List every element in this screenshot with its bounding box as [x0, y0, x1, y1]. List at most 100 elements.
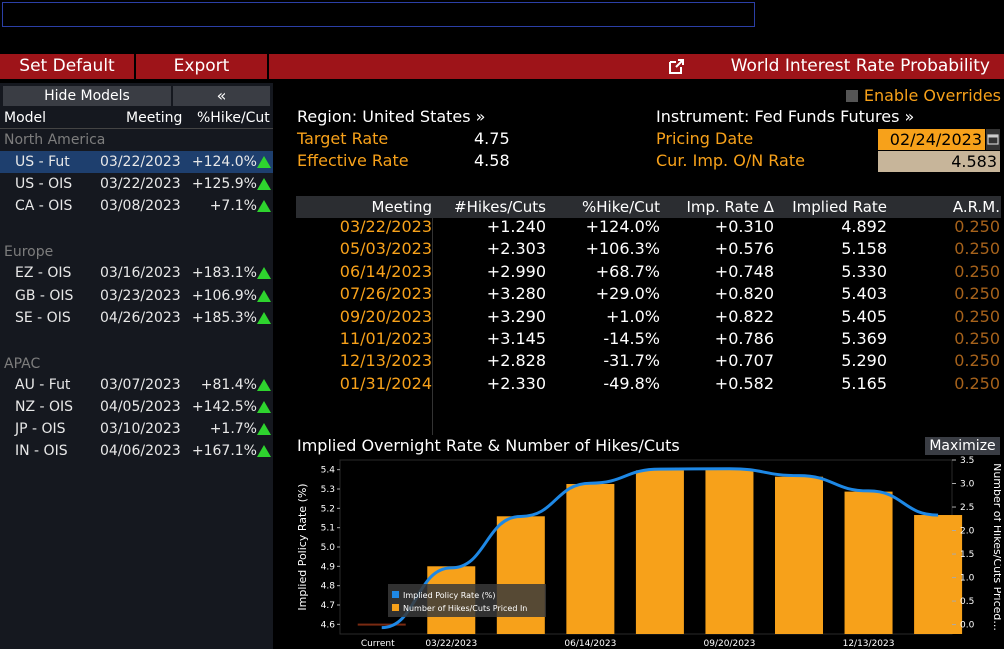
cell-imp-rate-delta: +0.786 [714, 329, 774, 348]
th-imp-rate-delta[interactable]: Imp. Rate Δ [686, 198, 774, 216]
legend-swatch-bar [392, 604, 399, 611]
cell-imp-rate-delta: +0.310 [714, 217, 774, 236]
y-tick-label: 4.8 [321, 582, 336, 592]
model-row-se-ois[interactable]: SE - OIS 04/26/2023 +185.3% [0, 307, 273, 329]
cell-meeting: 01/31/2024 [339, 373, 432, 393]
bar-hikes [566, 483, 615, 634]
y2-axis-title: Number of Hikes/Cuts Priced... [991, 463, 1001, 631]
target-rate-value: 4.75 [474, 129, 510, 148]
collapse-panel-button[interactable]: « [173, 86, 270, 106]
up-arrow-icon [257, 401, 271, 413]
up-arrow-icon [257, 200, 271, 212]
cell-hikes-cuts: +1.240 [486, 217, 546, 236]
cell-implied-rate: 5.158 [841, 239, 887, 259]
cell-pct-hike-cut: +106.3% [585, 239, 660, 259]
cell-imp-rate-delta: +0.748 [714, 261, 774, 281]
up-arrow-icon [257, 379, 271, 391]
command-line-input[interactable] [2, 2, 755, 27]
model-row-jp-ois[interactable]: JP - OIS 03/10/2023 +1.7% [0, 418, 273, 440]
y2-tick-label: 0.5 [960, 597, 974, 607]
cell-hikes-cuts: +2.990 [486, 261, 546, 281]
y2-tick-label: 3.5 [960, 456, 974, 466]
cell-pct-hike-cut: -14.5% [603, 329, 660, 348]
cell-imp-rate-delta: +0.707 [714, 351, 774, 371]
cell-arm: 0.250 [954, 239, 1000, 259]
y2-tick-label: 3.0 [960, 480, 975, 490]
model-row-us-ois[interactable]: US - OIS 03/22/2023 +125.9% [0, 173, 273, 195]
x-tick-label: 03/22/2023 [425, 639, 477, 649]
th-arm[interactable]: A.R.M. [952, 198, 1000, 216]
cell-meeting: 12/13/2023 [339, 351, 432, 371]
enable-overrides-checkbox[interactable]: Enable Overrides [845, 86, 1001, 106]
up-arrow-icon [257, 290, 271, 302]
cell-hikes-cuts: +3.290 [486, 306, 546, 326]
y-tick-label: 4.6 [321, 620, 336, 630]
cell-arm: 0.250 [954, 284, 1000, 304]
cell-hikes-cuts: +2.303 [486, 239, 546, 259]
up-arrow-icon [257, 423, 271, 435]
cell-implied-rate: 5.369 [841, 329, 887, 348]
group-label-north-america: North America [4, 132, 106, 148]
up-arrow-icon [257, 156, 271, 168]
checkbox-icon[interactable] [845, 90, 858, 102]
x-tick-label: 06/14/2023 [564, 639, 616, 649]
cell-meeting: 03/22/2023 [339, 217, 432, 236]
bar-hikes [705, 469, 754, 634]
col-header-meeting[interactable]: Meeting [126, 110, 183, 126]
cell-hikes-cuts: +2.828 [486, 351, 546, 371]
cell-meeting: 06/14/2023 [339, 261, 432, 281]
bar-hikes [914, 515, 963, 634]
th-implied-rate[interactable]: Implied Rate [792, 198, 887, 216]
cell-imp-rate-delta: +0.822 [714, 306, 774, 326]
set-default-button[interactable]: Set Default [19, 56, 115, 76]
model-row-us-fut[interactable]: US - Fut 03/22/2023 +124.0% [0, 151, 273, 173]
model-row-au-fut[interactable]: AU - Fut 03/07/2023 +81.4% [0, 374, 273, 396]
y2-tick-label: 1.5 [960, 550, 974, 560]
legend-swatch-line [392, 591, 399, 598]
cell-arm: 0.250 [954, 329, 1000, 348]
up-arrow-icon [257, 267, 271, 279]
legend-box [388, 584, 546, 617]
th-meeting[interactable]: Meeting [371, 198, 432, 216]
maximize-button[interactable]: Maximize [925, 437, 1000, 455]
pricing-date-input[interactable]: 02/24/2023 [878, 129, 985, 150]
bar-hikes [775, 476, 823, 634]
line-implied-rate [381, 467, 939, 630]
model-row-gb-ois[interactable]: GB - OIS 03/23/2023 +106.9% [0, 285, 273, 307]
instrument-selector[interactable]: Instrument: Fed Funds Futures » [656, 107, 915, 126]
model-row-in-ois[interactable]: IN - OIS 04/06/2023 +167.1% [0, 440, 273, 462]
y2-tick-label: 0.0 [960, 621, 975, 631]
cell-arm: 0.250 [954, 351, 1000, 371]
window-title: World Interest Rate Probability [730, 56, 990, 76]
y-tick-label: 5.2 [321, 504, 335, 514]
cell-implied-rate: 5.290 [841, 351, 887, 371]
cell-implied-rate: 5.403 [841, 284, 887, 304]
calendar-icon[interactable] [986, 129, 1000, 150]
cell-hikes-cuts: +3.145 [486, 329, 546, 348]
region-selector[interactable]: Region: United States » [297, 107, 486, 126]
model-row-ez-ois[interactable]: EZ - OIS 03/16/2023 +183.1% [0, 262, 273, 284]
cur-imp-rate-field[interactable]: 4.583 [878, 151, 1000, 172]
cell-imp-rate-delta: +0.820 [714, 284, 774, 304]
y-tick-label: 4.9 [321, 562, 336, 572]
x-tick-label: Current [361, 639, 395, 649]
th-hikes-cuts[interactable]: #Hikes/Cuts [454, 198, 546, 216]
y-tick-label: 5.1 [321, 524, 335, 534]
export-button[interactable]: Export [173, 56, 230, 76]
table-header [296, 196, 1001, 218]
cell-imp-rate-delta: +0.576 [714, 239, 774, 259]
y2-tick-label: 2.5 [960, 503, 974, 513]
col-header-model[interactable]: Model [4, 110, 47, 126]
th-pct-hike-cut[interactable]: %Hike/Cut [582, 198, 660, 216]
col-header-hike[interactable]: %Hike/Cut [197, 110, 270, 126]
y-tick-label: 5.0 [321, 543, 336, 553]
implied-rate-chart: 4.6 4.7 4.8 4.9 5.0 5.1 5.2 5.3 5.4 0.0 0.5 1.0 1.5 2… [296, 456, 1001, 649]
popout-icon[interactable] [668, 58, 685, 75]
cell-meeting: 05/03/2023 [339, 239, 432, 259]
cell-pct-hike-cut: +1.0% [605, 306, 660, 326]
legend-label-line: Implied Policy Rate (%) [403, 591, 496, 600]
model-row-ca-ois[interactable]: CA - OIS 03/08/2023 +7.1% [0, 195, 273, 217]
cur-imp-rate-label: Cur. Imp. O/N Rate [656, 151, 805, 170]
hide-models-button[interactable]: Hide Models [3, 86, 171, 106]
model-row-nz-ois[interactable]: NZ - OIS 04/05/2023 +142.5% [0, 396, 273, 418]
